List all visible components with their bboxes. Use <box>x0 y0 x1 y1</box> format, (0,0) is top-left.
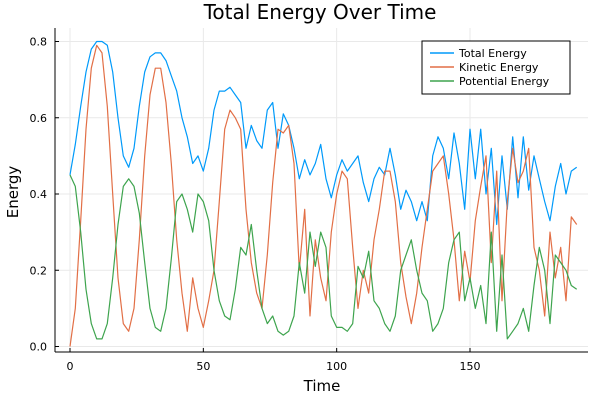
chart-title: Total Energy Over Time <box>203 0 437 24</box>
y-tick-label: 0.8 <box>30 36 48 49</box>
tick-labels: 0 50 100 150 0.0 0.2 0.4 0.6 0.8 <box>30 36 481 374</box>
x-tick-label: 100 <box>326 360 347 373</box>
y-tick-label: 0.6 <box>30 112 48 125</box>
x-tick-label: 50 <box>196 360 210 373</box>
y-tick-label: 0.4 <box>30 188 48 201</box>
series-line-potential-energy <box>69 174 578 340</box>
y-tick-label: 0.2 <box>30 264 48 277</box>
legend-label: Total Energy <box>458 47 527 60</box>
axes <box>54 28 588 353</box>
y-axis-label: Energy <box>4 166 22 219</box>
series-lines <box>69 40 578 347</box>
y-tick-label: 0.0 <box>30 341 48 354</box>
x-tick-label: 150 <box>460 360 481 373</box>
legend-label: Potential Energy <box>459 75 550 88</box>
x-tick-label: 0 <box>67 360 74 373</box>
legend-label: Kinetic Energy <box>459 61 539 74</box>
series-line-total-energy <box>69 40 578 226</box>
x-axis-label: Time <box>303 377 341 395</box>
